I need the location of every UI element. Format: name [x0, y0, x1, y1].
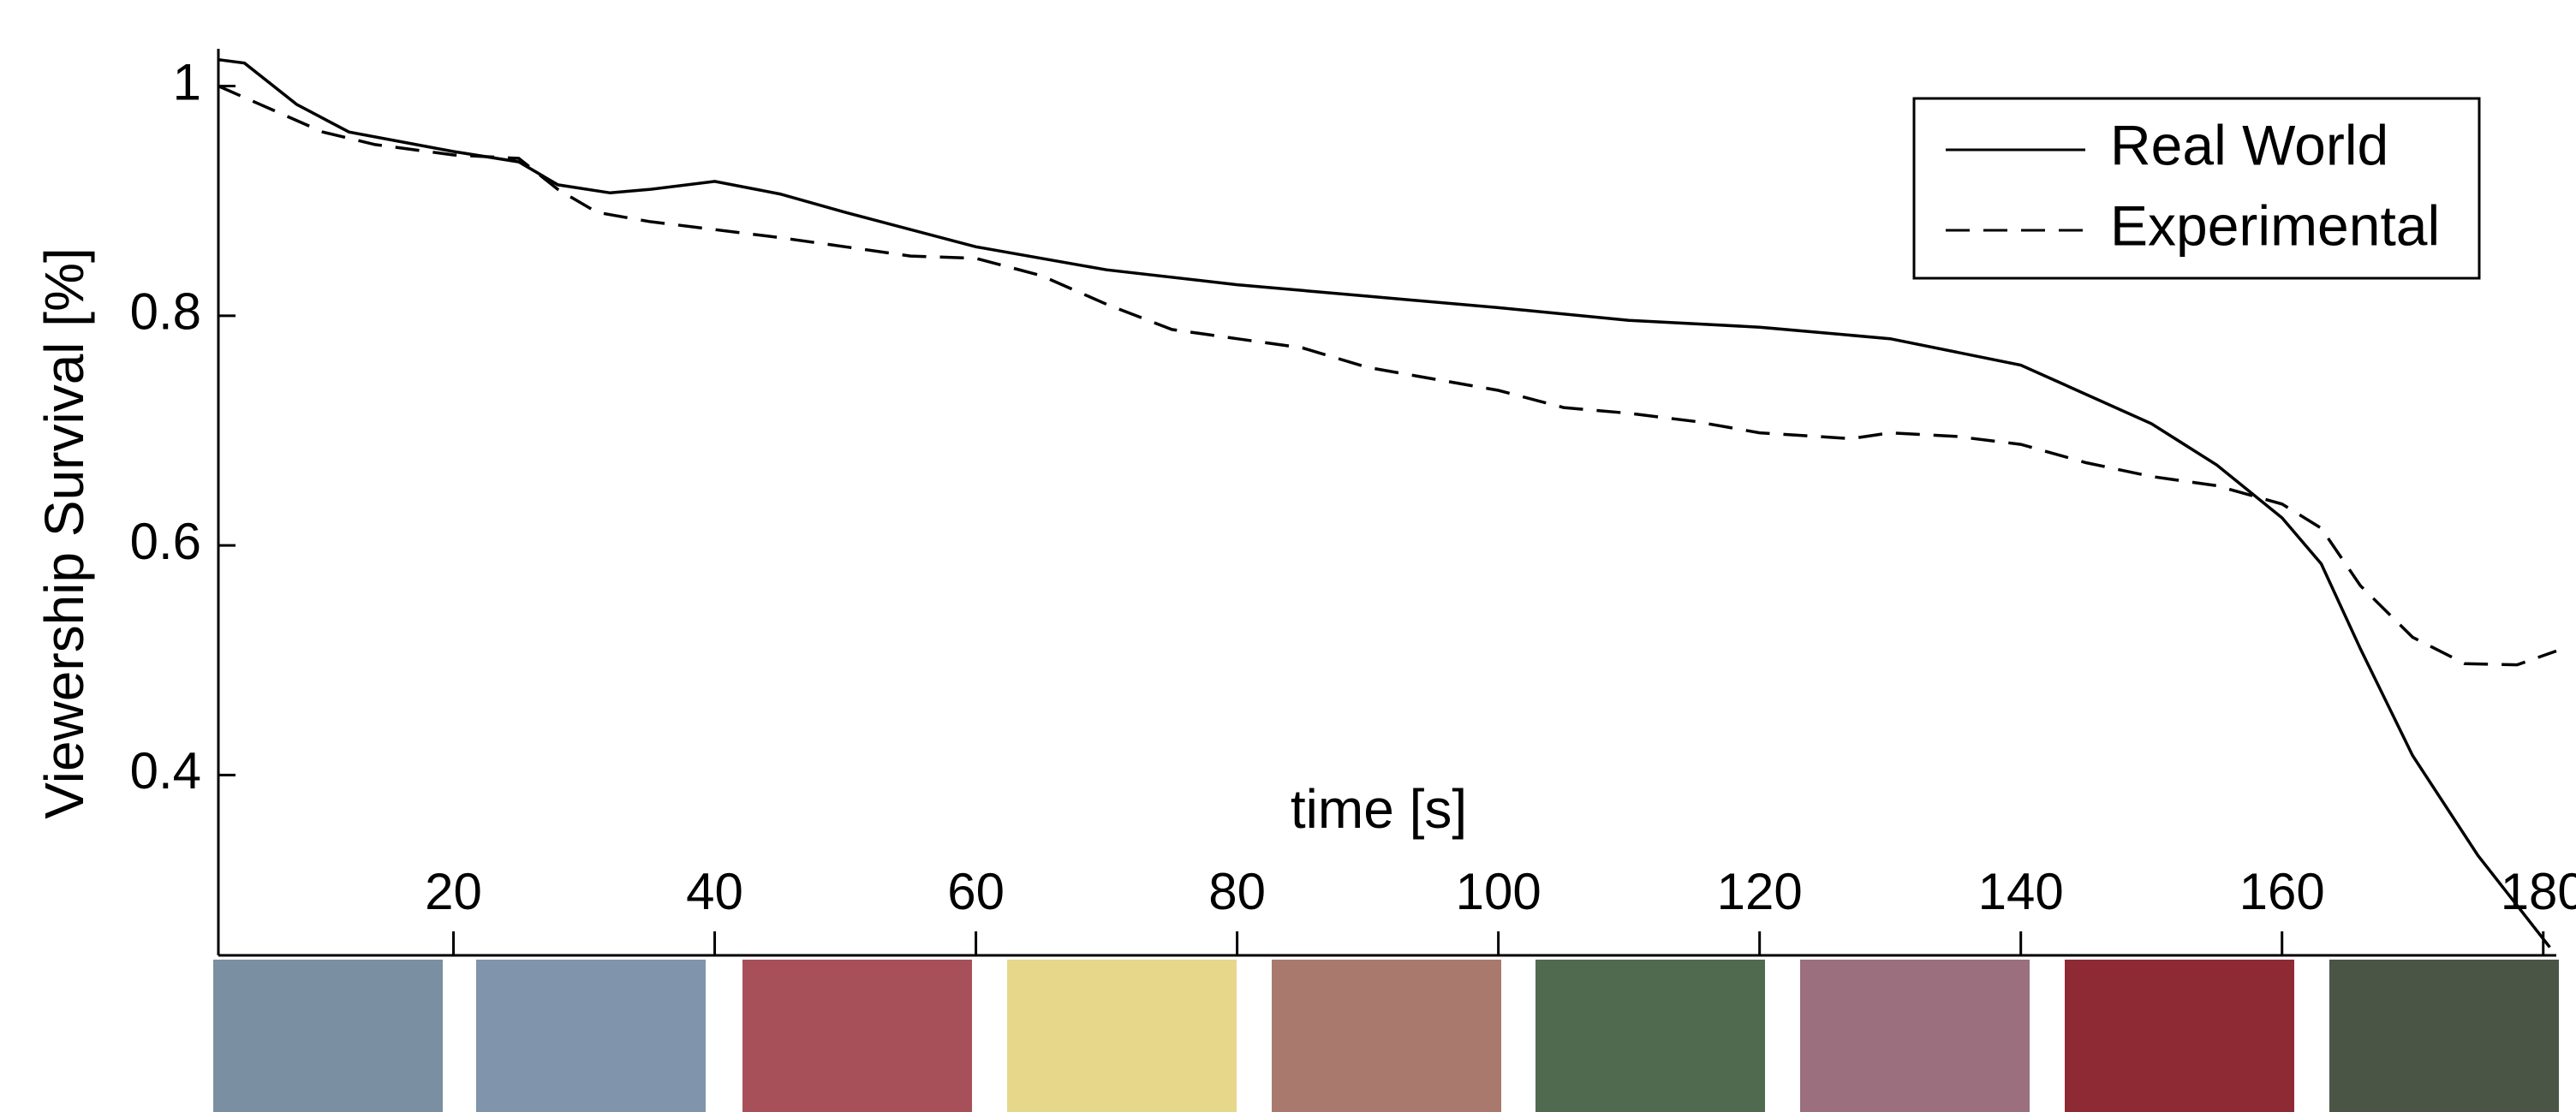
x-tick-label: 160 — [2239, 863, 2325, 920]
y-tick-label: 0.4 — [130, 742, 201, 800]
thumbnail — [476, 960, 706, 1112]
x-axis-label: time [s] — [1291, 778, 1467, 840]
legend-label: Experimental — [2110, 193, 2440, 257]
x-tick-label: 80 — [1208, 863, 1266, 920]
thumbnail — [1007, 960, 1237, 1112]
x-tick-label: 120 — [1717, 863, 1803, 920]
x-tick-label: 180 — [2501, 863, 2576, 920]
x-tick-label: 40 — [686, 863, 743, 920]
x-tick-label: 100 — [1456, 863, 1541, 920]
thumbnails — [213, 960, 2559, 1112]
thumbnail — [2065, 960, 2294, 1112]
thumbnail — [213, 960, 443, 1112]
y-axis-label: Viewership Survival [%] — [33, 247, 95, 819]
x-tick-label: 60 — [947, 863, 1005, 920]
y-tick-label: 0.6 — [130, 513, 201, 570]
x-tick-label: 140 — [1978, 863, 2064, 920]
legend-label: Real World — [2110, 113, 2388, 176]
thumbnail — [742, 960, 972, 1112]
y-tick-label: 0.8 — [130, 283, 201, 341]
chart: time [s] Viewership Survival [%] 0.4 0.6 0… — [0, 0, 2576, 1112]
thumbnail — [1535, 960, 1765, 1112]
thumbnail — [1272, 960, 1501, 1112]
thumbnail — [2329, 960, 2559, 1112]
x-tick-label: 20 — [425, 863, 482, 920]
page: time [s] Viewership Survival [%] 0.4 0.6 0… — [0, 0, 2576, 1112]
thumbnail — [1800, 960, 2030, 1112]
y-tick-label: 1 — [173, 53, 201, 110]
